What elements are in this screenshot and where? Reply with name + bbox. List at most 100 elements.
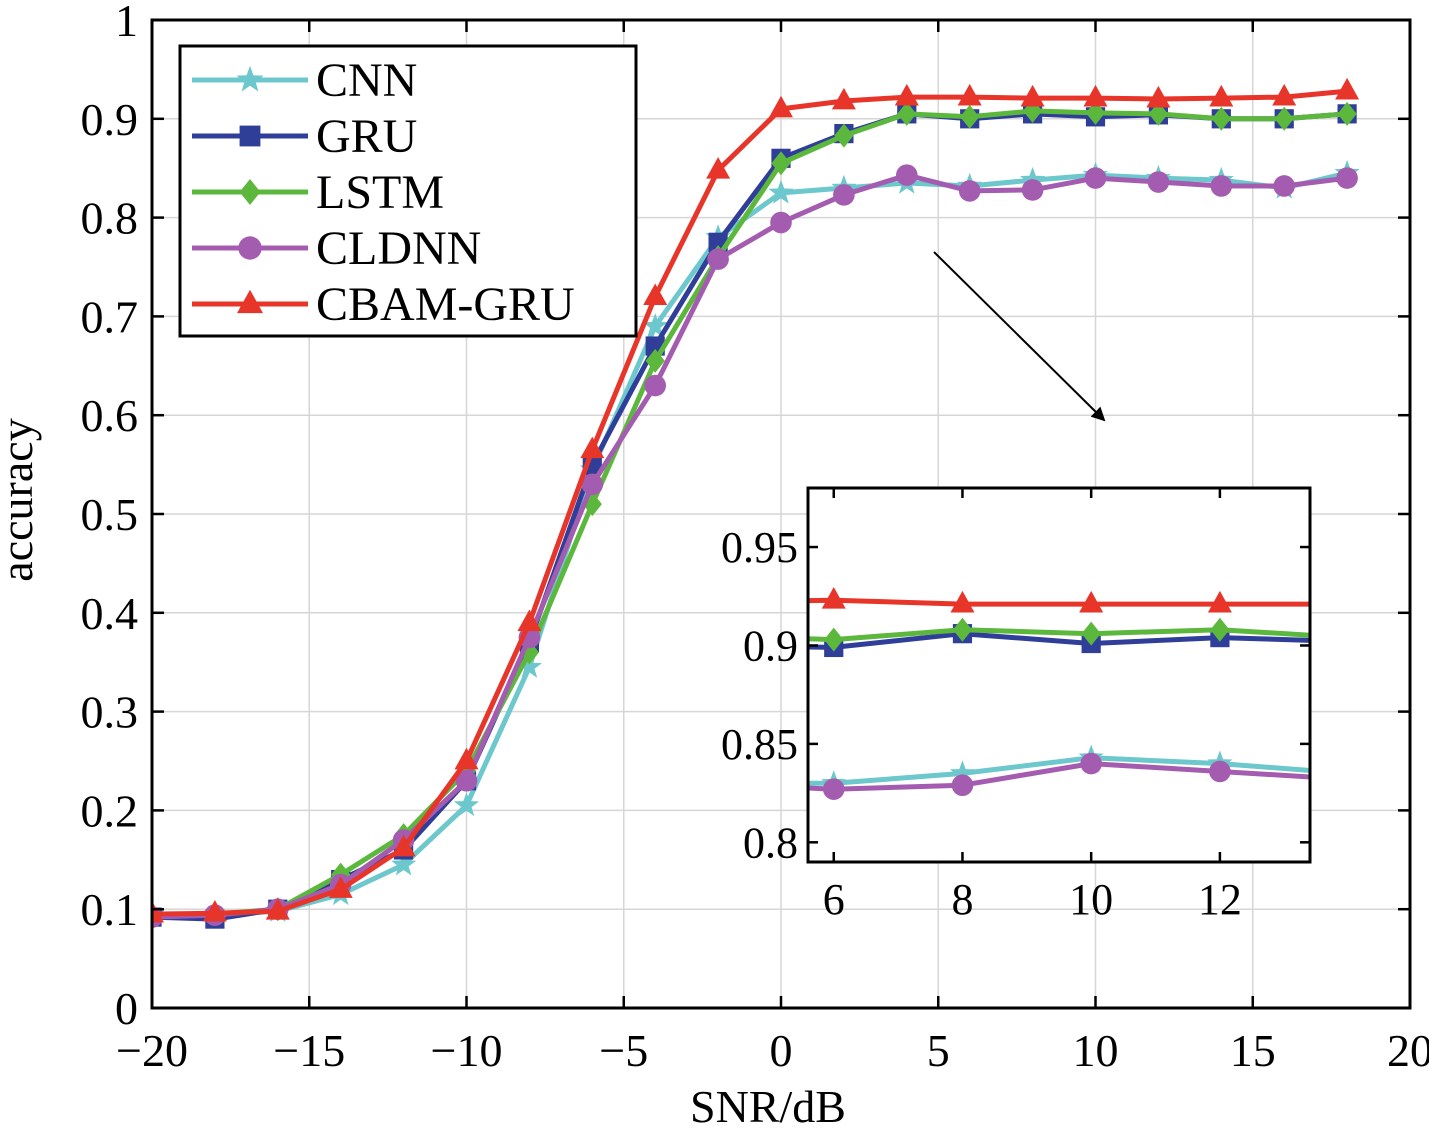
inset-data-point-cbam-gru	[950, 590, 975, 613]
legend-label: CBAM-GRU	[316, 278, 575, 331]
legend-swatch-marker	[236, 65, 264, 92]
data-point-cldnn	[581, 473, 604, 496]
data-point-cnn	[516, 653, 542, 678]
inset-series-cbam-gru	[693, 587, 1310, 613]
inset-data-point-lstm	[1210, 617, 1230, 642]
data-point-cldnn	[833, 184, 855, 206]
y-tick-label: 0.8	[81, 193, 139, 244]
data-point-cnn	[453, 792, 480, 817]
inset-frame	[806, 486, 1312, 864]
inset-series-cldnn	[694, 752, 1360, 800]
inset-data-point-lstm	[695, 624, 714, 648]
inset-data-point-lstm	[824, 627, 844, 652]
x-tick-label: 20	[1387, 1025, 1429, 1076]
data-point-cbam-gru	[1209, 84, 1234, 107]
data-point-cbam-gru	[580, 436, 605, 459]
inset-line-cnn	[808, 755, 1310, 786]
inset-plot: 6 8 10 12 0.8 0.85 0.9 0.95	[693, 486, 1360, 924]
legend-label: CLDNN	[316, 222, 481, 275]
inset-line-cbam-gru	[808, 597, 1310, 607]
data-point-cbam-gru	[517, 609, 542, 632]
y-tick-label: 0	[115, 983, 138, 1034]
data-point-cldnn	[1147, 171, 1170, 193]
inset-data-point-lstm	[952, 617, 973, 642]
x-tick-label: −20	[116, 1025, 188, 1076]
inset-data-point-lstm	[1339, 626, 1358, 650]
y-tick-label: 0.3	[81, 687, 139, 738]
y-tick-label: 0.7	[81, 291, 139, 342]
data-point-lstm	[960, 104, 980, 129]
legend-swatch-marker	[237, 289, 263, 314]
inset-y-tick-label: 0.9	[743, 621, 798, 670]
data-point-lstm	[1148, 101, 1168, 126]
y-tick-label: 1	[115, 0, 138, 46]
inset-data-point-cbam-gru	[1207, 590, 1232, 613]
data-point-cldnn	[896, 164, 918, 186]
inset-data-point-cnn	[693, 770, 718, 794]
data-point-cbam-gru	[1020, 84, 1045, 107]
series-line-cbam-gru	[152, 88, 1348, 917]
data-point-cldnn	[455, 769, 478, 792]
data-point-cbam-gru	[957, 83, 982, 106]
data-point-cldnn	[1336, 167, 1358, 189]
inset-x-tick-label: 6	[823, 875, 845, 924]
y-tick-label: 0.2	[81, 785, 139, 836]
x-tick-label: −10	[431, 1025, 503, 1076]
data-point-cbam-gru	[1083, 84, 1108, 107]
inset-data-point-cldnn	[1080, 752, 1102, 775]
data-point-cnn	[1020, 166, 1046, 191]
inset-data-point-gru	[1339, 632, 1358, 651]
legend-item-lstm: LSTM	[192, 166, 444, 219]
inset-line-cldnn	[808, 761, 1310, 792]
legend-item-cbam-gru: CBAM-GRU	[192, 278, 575, 331]
data-point-lstm	[1274, 106, 1294, 131]
data-point-cbam-gru	[202, 899, 227, 922]
data-point-cbam-gru	[1335, 77, 1360, 100]
data-point-cldnn	[770, 211, 792, 234]
series-line-lstm	[152, 108, 1348, 919]
inset-line-gru	[808, 631, 1310, 650]
inset-y-tick-label: 0.95	[721, 523, 798, 572]
inset-ticks: 6 8 10 12 0.8 0.85 0.9 0.95	[721, 488, 1310, 924]
data-point-cldnn	[644, 374, 666, 397]
inset-data-point-gru	[695, 636, 714, 655]
inset-data-point-cldnn	[1209, 760, 1231, 783]
data-point-cldnn	[1210, 175, 1233, 197]
data-point-cbam-gru	[643, 283, 668, 306]
x-tick-label: 10	[1073, 1025, 1119, 1076]
inset-x-tick-label: 10	[1069, 875, 1113, 924]
zoom-arrow	[933, 251, 1106, 422]
data-point-lstm	[645, 348, 665, 373]
inset-data-point-cbam-gru	[693, 589, 717, 611]
data-point-cldnn	[1021, 179, 1044, 201]
y-tick-label: 0.5	[81, 489, 139, 540]
data-point-cldnn	[958, 180, 981, 202]
inset-x-tick-label: 12	[1198, 875, 1242, 924]
data-point-cbam-gru	[265, 897, 290, 920]
legend-label: CNN	[316, 54, 417, 107]
legend-item-cnn: CNN	[192, 54, 417, 107]
data-point-cbam-gru	[454, 747, 479, 770]
legend-swatch-marker	[239, 179, 261, 205]
data-point-cbam-gru	[769, 95, 793, 118]
y-axis-label: accuracy	[0, 418, 42, 581]
data-point-cbam-gru	[391, 834, 416, 857]
data-point-cldnn	[1273, 175, 1295, 197]
inset-data-point-cldnn	[1338, 769, 1360, 791]
x-tick-label: 0	[770, 1025, 793, 1076]
inset-data-point-cbam-gru	[1079, 590, 1104, 613]
data-point-cbam-gru	[706, 156, 731, 179]
data-point-cbam-gru	[1272, 83, 1297, 106]
inset-y-tick-label: 0.85	[721, 720, 798, 769]
inset-data-point-lstm	[1081, 621, 1101, 646]
legend-label: LSTM	[316, 166, 444, 219]
inset-series	[693, 587, 1360, 800]
data-point-cbam-gru	[831, 87, 856, 110]
inset-line-lstm	[808, 627, 1310, 643]
inset-data-point-cbam-gru	[821, 587, 846, 609]
y-tick-label: 0.4	[81, 588, 139, 639]
legend-item-cldnn: CLDNN	[192, 222, 481, 275]
data-point-cldnn	[1084, 167, 1107, 189]
inset-data-point-cldnn	[694, 772, 716, 794]
